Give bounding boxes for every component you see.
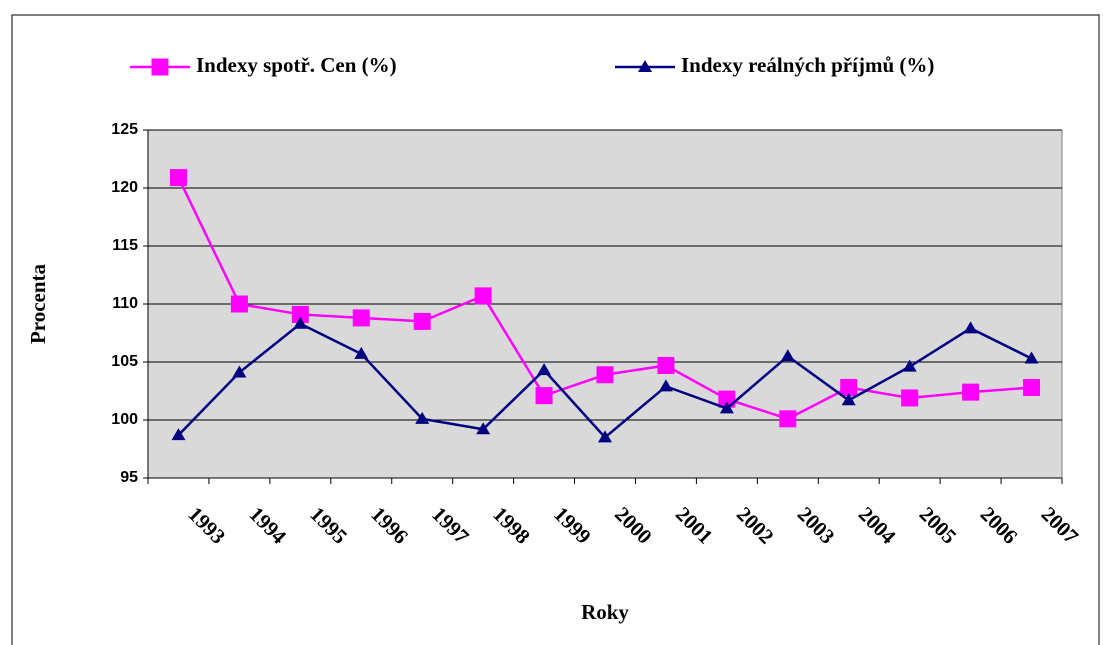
point: [476, 422, 491, 435]
point: [719, 401, 734, 414]
point: [658, 379, 673, 392]
point: [1024, 351, 1039, 364]
point: [962, 383, 980, 401]
point: [232, 365, 247, 378]
y-axis-label: Procenta: [26, 263, 50, 344]
y-tick-label: 95: [120, 469, 138, 486]
point: [354, 346, 369, 359]
legend-label: Indexy spotř. Cen (%): [196, 53, 397, 77]
point: [840, 379, 858, 397]
y-tick-label: 105: [111, 353, 138, 370]
point: [415, 411, 430, 424]
legend-marker: [638, 60, 652, 72]
point: [596, 366, 614, 384]
point: [293, 316, 308, 329]
point: [537, 363, 552, 376]
point: [657, 356, 675, 374]
x-axis-label: Roky: [581, 600, 629, 624]
point: [352, 309, 370, 327]
point: [169, 169, 187, 187]
point: [1023, 379, 1041, 397]
point: [780, 349, 795, 362]
legend-marker: [151, 58, 169, 76]
y-tick-label: 115: [112, 237, 138, 254]
point: [901, 389, 919, 407]
point: [963, 321, 978, 334]
legend-label: Indexy reálných příjmů (%): [681, 53, 934, 77]
y-tick-label: 100: [111, 411, 138, 428]
point: [841, 393, 856, 406]
point: [902, 359, 917, 372]
point: [230, 295, 248, 313]
point: [535, 387, 553, 405]
point: [779, 410, 797, 428]
point: [413, 312, 431, 330]
point: [171, 428, 186, 441]
point: [474, 287, 492, 305]
y-tick-label: 120: [111, 179, 138, 196]
point: [598, 430, 612, 443]
y-tick-label: 110: [112, 295, 138, 312]
y-tick-label: 125: [111, 121, 138, 138]
